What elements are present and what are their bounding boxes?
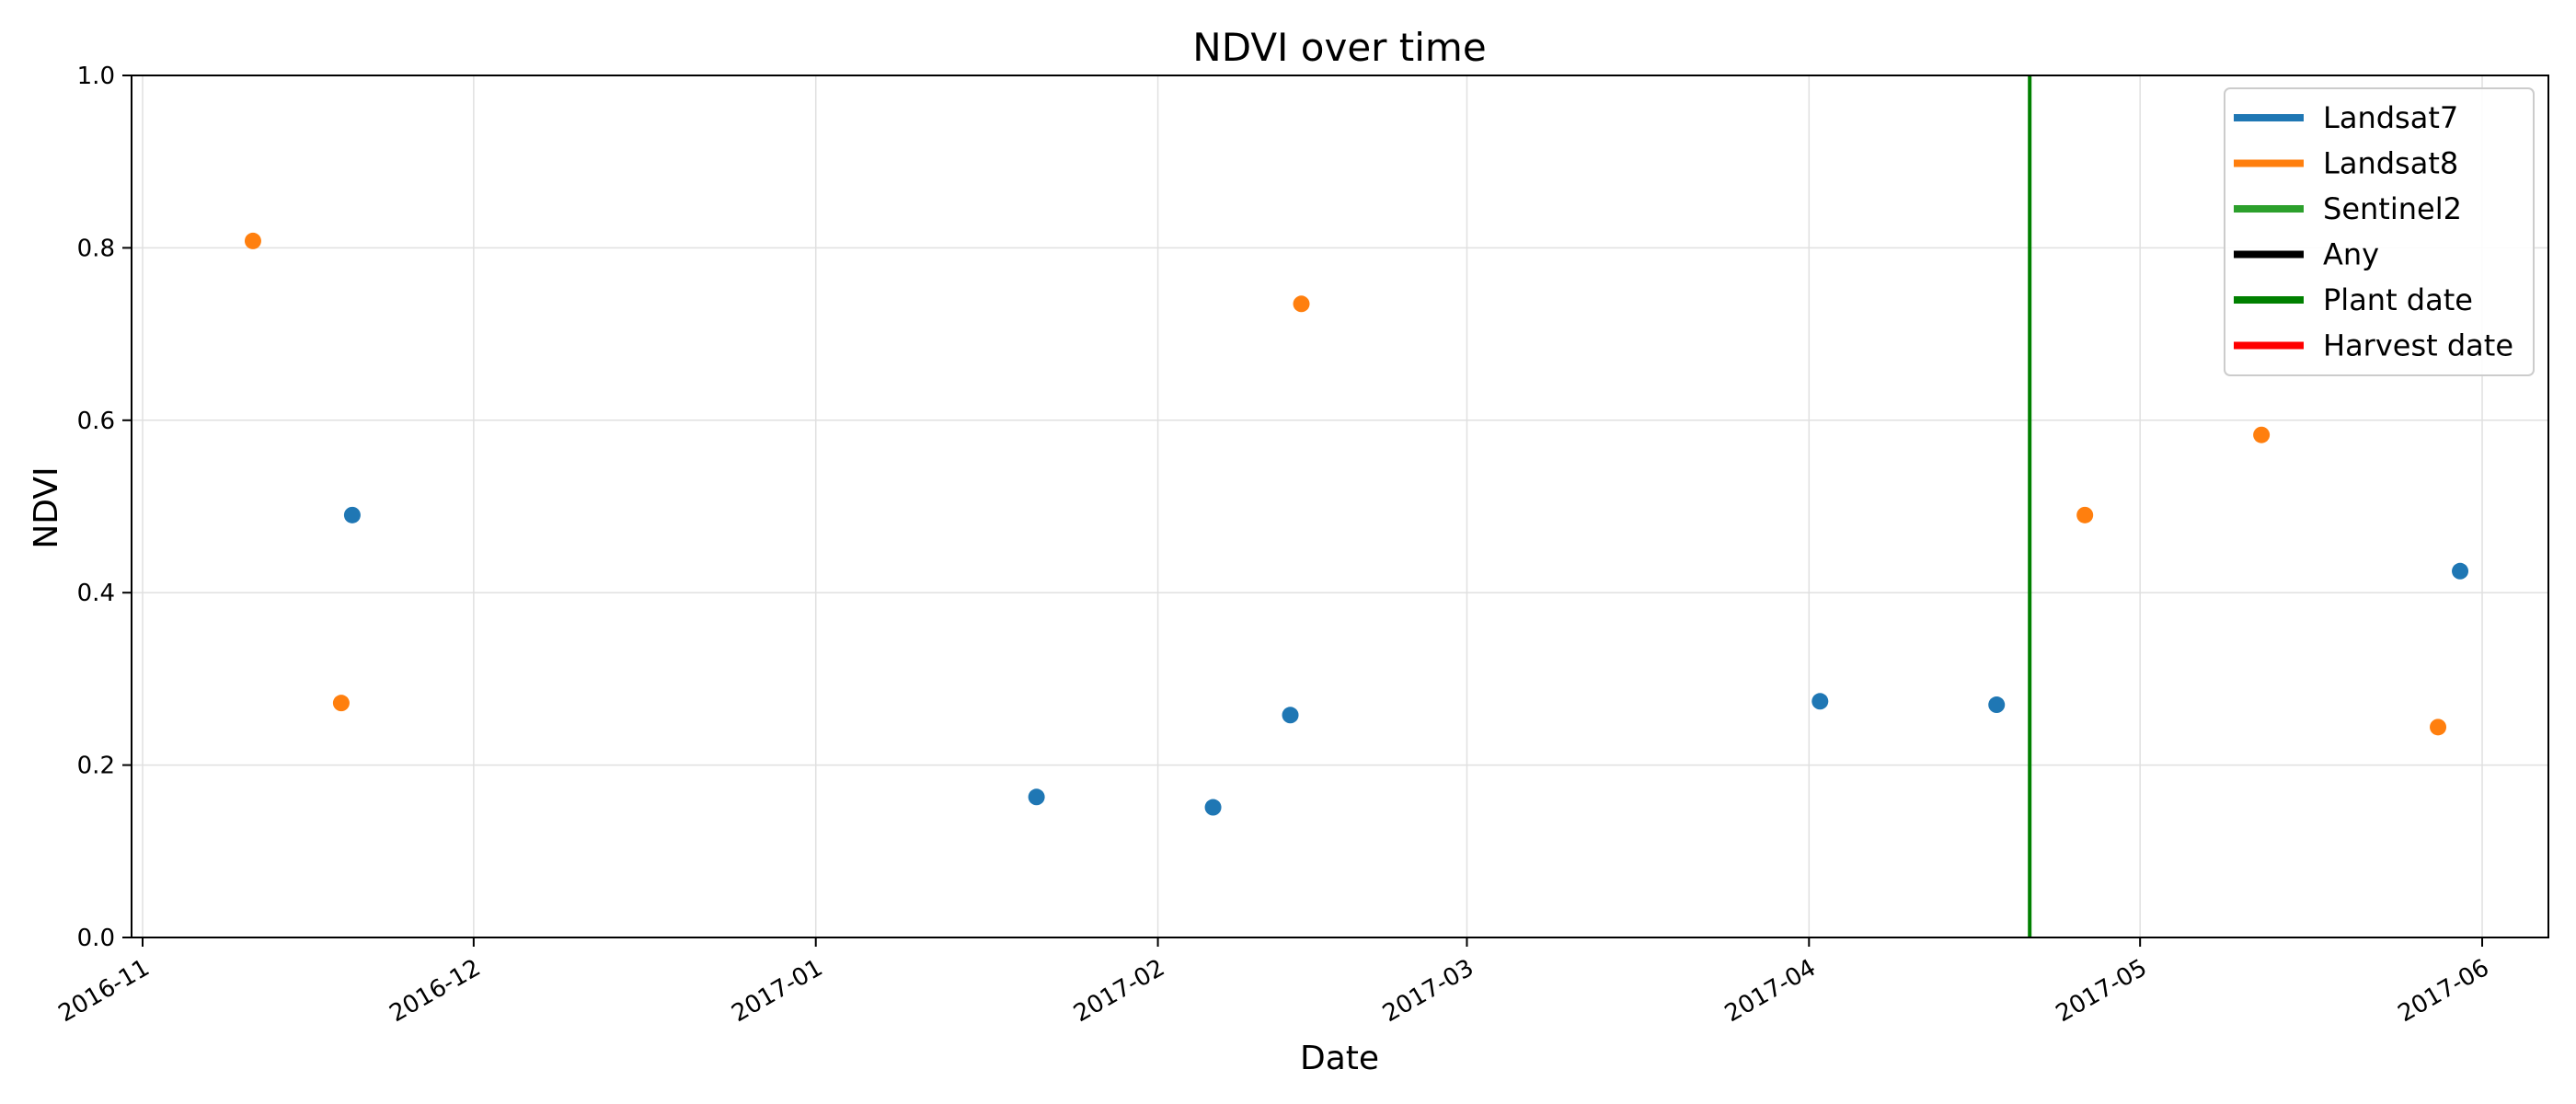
x-axis-label: Date — [1300, 1040, 1379, 1077]
x-tick-label: 2017-05 — [2052, 954, 2152, 1028]
x-tick-label: 2017-04 — [1720, 954, 1821, 1028]
landsat7-point — [343, 506, 361, 523]
x-tick-label: 2016-12 — [385, 954, 485, 1028]
x-tick-label: 2017-03 — [1378, 954, 1478, 1028]
landsat7-point — [1204, 799, 1222, 816]
landsat8-point — [332, 695, 350, 712]
x-tick-label: 2017-01 — [727, 954, 827, 1028]
y-tick-label: 0.8 — [77, 235, 115, 262]
landsat7-point — [1028, 788, 1045, 806]
y-tick-label: 1.0 — [77, 63, 115, 90]
landsat7-point — [1811, 693, 1829, 710]
legend-label-plant-date: Plant date — [2323, 282, 2473, 317]
chart-title: NDVI over time — [1192, 25, 1486, 70]
legend: Landsat7 Landsat8 Sentinel2 Any Plant date Ha… — [2224, 87, 2535, 376]
x-tick-label: 2017-02 — [1069, 954, 1169, 1028]
legend-label-sentinel2: Sentinel2 — [2323, 191, 2462, 226]
data-points — [244, 232, 2469, 816]
plot-frame — [131, 75, 2549, 938]
landsat7-point — [1282, 707, 1299, 724]
landsat8-point — [2076, 506, 2094, 523]
legend-label-any: Any — [2323, 237, 2379, 272]
legend-label-landsat8: Landsat8 — [2323, 146, 2458, 181]
legend-label-harvest-date: Harvest date — [2323, 328, 2513, 363]
x-tick-label: 2016-11 — [54, 954, 155, 1028]
y-tick-label: 0.4 — [77, 580, 115, 607]
y-axis-ticks: 0.0 0.2 0.4 0.6 0.8 1.0 — [77, 63, 132, 952]
grid — [132, 75, 2548, 938]
legend-label-landsat7: Landsat7 — [2323, 100, 2458, 135]
landsat8-point — [2253, 426, 2271, 443]
landsat8-point — [244, 232, 261, 249]
x-axis-ticks: 2016-11 2016-12 2017-01 2017-02 2017-03 2017-… — [54, 937, 2494, 1028]
landsat8-point — [1293, 295, 1310, 313]
landsat7-point — [2452, 562, 2469, 580]
y-tick-label: 0.2 — [77, 753, 115, 780]
y-tick-label: 0.6 — [77, 408, 115, 435]
y-tick-label: 0.0 — [77, 925, 115, 952]
x-tick-label: 2017-06 — [2394, 954, 2494, 1028]
landsat8-point — [2430, 719, 2447, 736]
landsat7-point — [1988, 696, 2006, 714]
y-axis-label: NDVI — [28, 466, 65, 548]
